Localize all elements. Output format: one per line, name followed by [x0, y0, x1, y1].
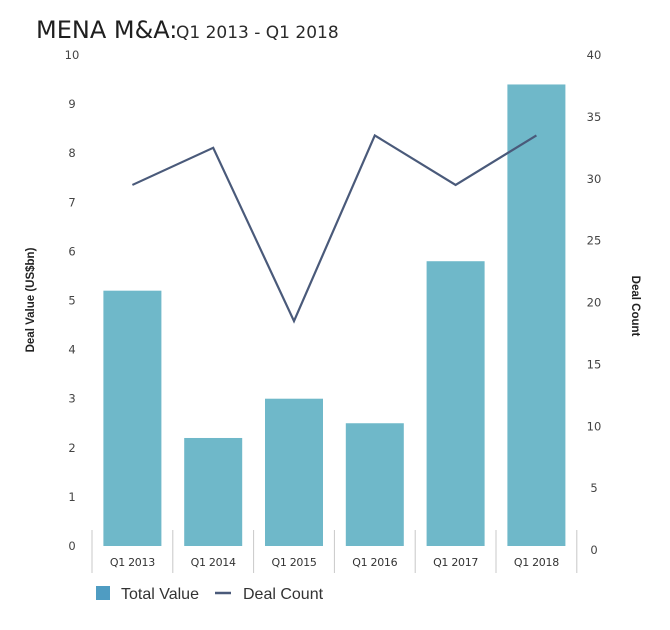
deal-count-line [131, 133, 537, 324]
left-tick-label: 10 [65, 48, 80, 62]
line-series-deal-count [131, 133, 537, 324]
category-label: Q1 2016 [352, 556, 397, 569]
left-tick-label: 0 [68, 539, 75, 553]
left-tick-label: 2 [68, 441, 75, 455]
right-tick-label: 5 [590, 481, 597, 495]
category-label: Q1 2013 [110, 556, 155, 569]
category-label: Q1 2017 [433, 556, 478, 569]
left-tick-label: 5 [68, 294, 75, 308]
right-tick-label: 20 [587, 296, 602, 310]
category-label: Q1 2014 [191, 556, 236, 569]
left-tick-label: 7 [68, 195, 75, 209]
left-tick-label: 3 [68, 392, 75, 406]
category-label: Q1 2018 [514, 556, 559, 569]
left-tick-label: 8 [68, 146, 75, 160]
bar-q1-2016 [345, 423, 404, 546]
bar-q1-2015 [265, 398, 323, 546]
legend: Total Value Deal Count [96, 586, 324, 603]
chart-title: MENA M&A: Q1 2013 - Q1 2018 [36, 16, 339, 44]
left-tick-label: 1 [68, 490, 75, 504]
bar-q1-2013 [103, 290, 162, 546]
title-main: MENA M&A: [36, 16, 177, 44]
left-axis-label: Deal Value (US$bn) [25, 247, 37, 352]
right-tick-label: 0 [590, 543, 597, 557]
right-tick-label: 35 [587, 110, 602, 124]
right-axis-ticks: 0 5 10 15 20 25 30 35 40 [587, 48, 602, 557]
legend-label-deal-count: Deal Count [243, 586, 324, 603]
bar-q1-2014 [184, 437, 243, 546]
left-tick-label: 9 [68, 97, 75, 111]
bar-series-total-value [103, 84, 566, 547]
category-separators [91, 530, 578, 573]
right-tick-label: 30 [587, 172, 602, 186]
category-labels: Q1 2013 Q1 2014 Q1 2015 Q1 2016 Q1 2017 Q1 20… [110, 556, 560, 569]
right-tick-label: 10 [587, 419, 602, 433]
right-tick-label: 40 [587, 48, 602, 62]
left-tick-label: 4 [68, 343, 75, 357]
left-tick-label: 6 [68, 244, 75, 258]
bar-q1-2017 [426, 261, 485, 546]
left-axis-ticks: 0 1 2 3 4 5 6 7 8 9 10 [65, 48, 80, 553]
category-label: Q1 2015 [271, 556, 316, 569]
right-tick-label: 25 [587, 234, 602, 248]
right-tick-label: 15 [587, 357, 602, 371]
legend-label-total-value: Total Value [121, 586, 199, 603]
bar-q1-2018 [507, 84, 566, 547]
title-subtitle: Q1 2013 - Q1 2018 [176, 23, 339, 43]
legend-swatch-total-value [96, 586, 110, 600]
right-axis-label: Deal Count [629, 276, 641, 337]
